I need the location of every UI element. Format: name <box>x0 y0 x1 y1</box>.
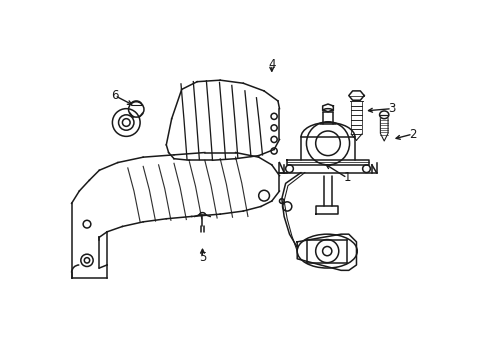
Text: 6: 6 <box>111 89 118 102</box>
Text: 5: 5 <box>199 251 206 264</box>
Text: 3: 3 <box>387 102 395 115</box>
Text: 2: 2 <box>408 127 416 140</box>
Text: 4: 4 <box>267 58 275 71</box>
Text: 1: 1 <box>343 171 350 184</box>
